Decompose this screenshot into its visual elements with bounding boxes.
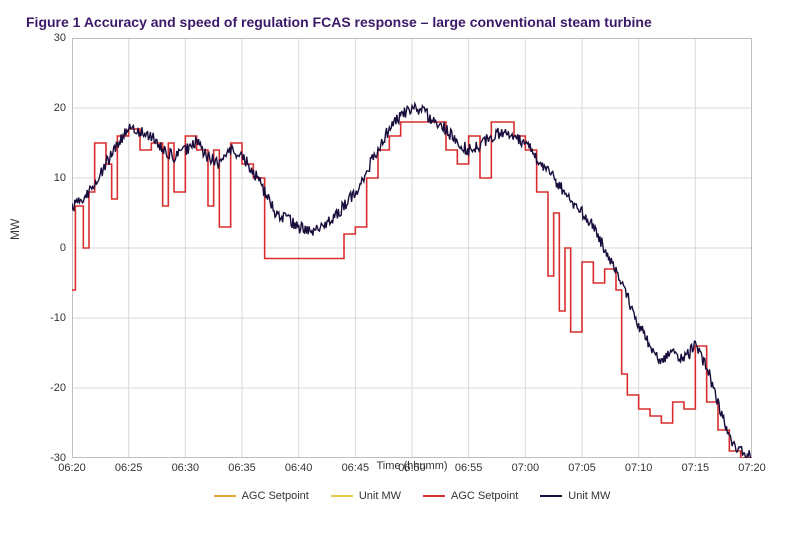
x-tick-label: 07:10	[625, 462, 653, 474]
x-tick-label: 06:35	[228, 462, 256, 474]
legend-swatch	[331, 495, 353, 497]
x-tick-label: 07:05	[568, 462, 596, 474]
x-tick-label: 06:25	[115, 462, 143, 474]
chart-legend: AGC Setpoint Unit MW AGC Setpoint Unit MW	[72, 490, 752, 502]
y-tick-label: 20	[54, 102, 66, 114]
y-tick-label: -10	[50, 312, 66, 324]
x-tick-label: 07:15	[682, 462, 710, 474]
x-tick-label: 06:50	[398, 462, 426, 474]
legend-item: AGC Setpoint	[214, 490, 309, 502]
legend-swatch	[214, 495, 236, 497]
y-tick-label: 0	[60, 242, 66, 254]
y-tick-label: -20	[50, 382, 66, 394]
y-axis-label: MW	[8, 219, 22, 240]
legend-label: AGC Setpoint	[451, 490, 518, 502]
legend-label: AGC Setpoint	[242, 490, 309, 502]
legend-item: Unit MW	[540, 490, 610, 502]
x-tick-label: 06:55	[455, 462, 483, 474]
x-tick-label: 06:30	[172, 462, 200, 474]
x-tick-label: 06:20	[58, 462, 86, 474]
y-tick-label: 30	[54, 32, 66, 44]
legend-item: AGC Setpoint	[423, 490, 518, 502]
figure-title: Figure 1 Accuracy and speed of regulatio…	[26, 14, 776, 30]
x-tick-label: 06:45	[342, 462, 370, 474]
x-tick-label: 06:40	[285, 462, 313, 474]
legend-swatch	[540, 495, 562, 497]
legend-swatch	[423, 495, 445, 497]
legend-item: Unit MW	[331, 490, 401, 502]
legend-label: Unit MW	[568, 490, 610, 502]
x-tick-label: 07:20	[738, 462, 766, 474]
legend-label: Unit MW	[359, 490, 401, 502]
x-tick-label: 07:00	[512, 462, 540, 474]
chart-plot-area: -30-20-10010203006:2006:2506:3006:3506:4…	[72, 38, 752, 458]
y-tick-label: 10	[54, 172, 66, 184]
